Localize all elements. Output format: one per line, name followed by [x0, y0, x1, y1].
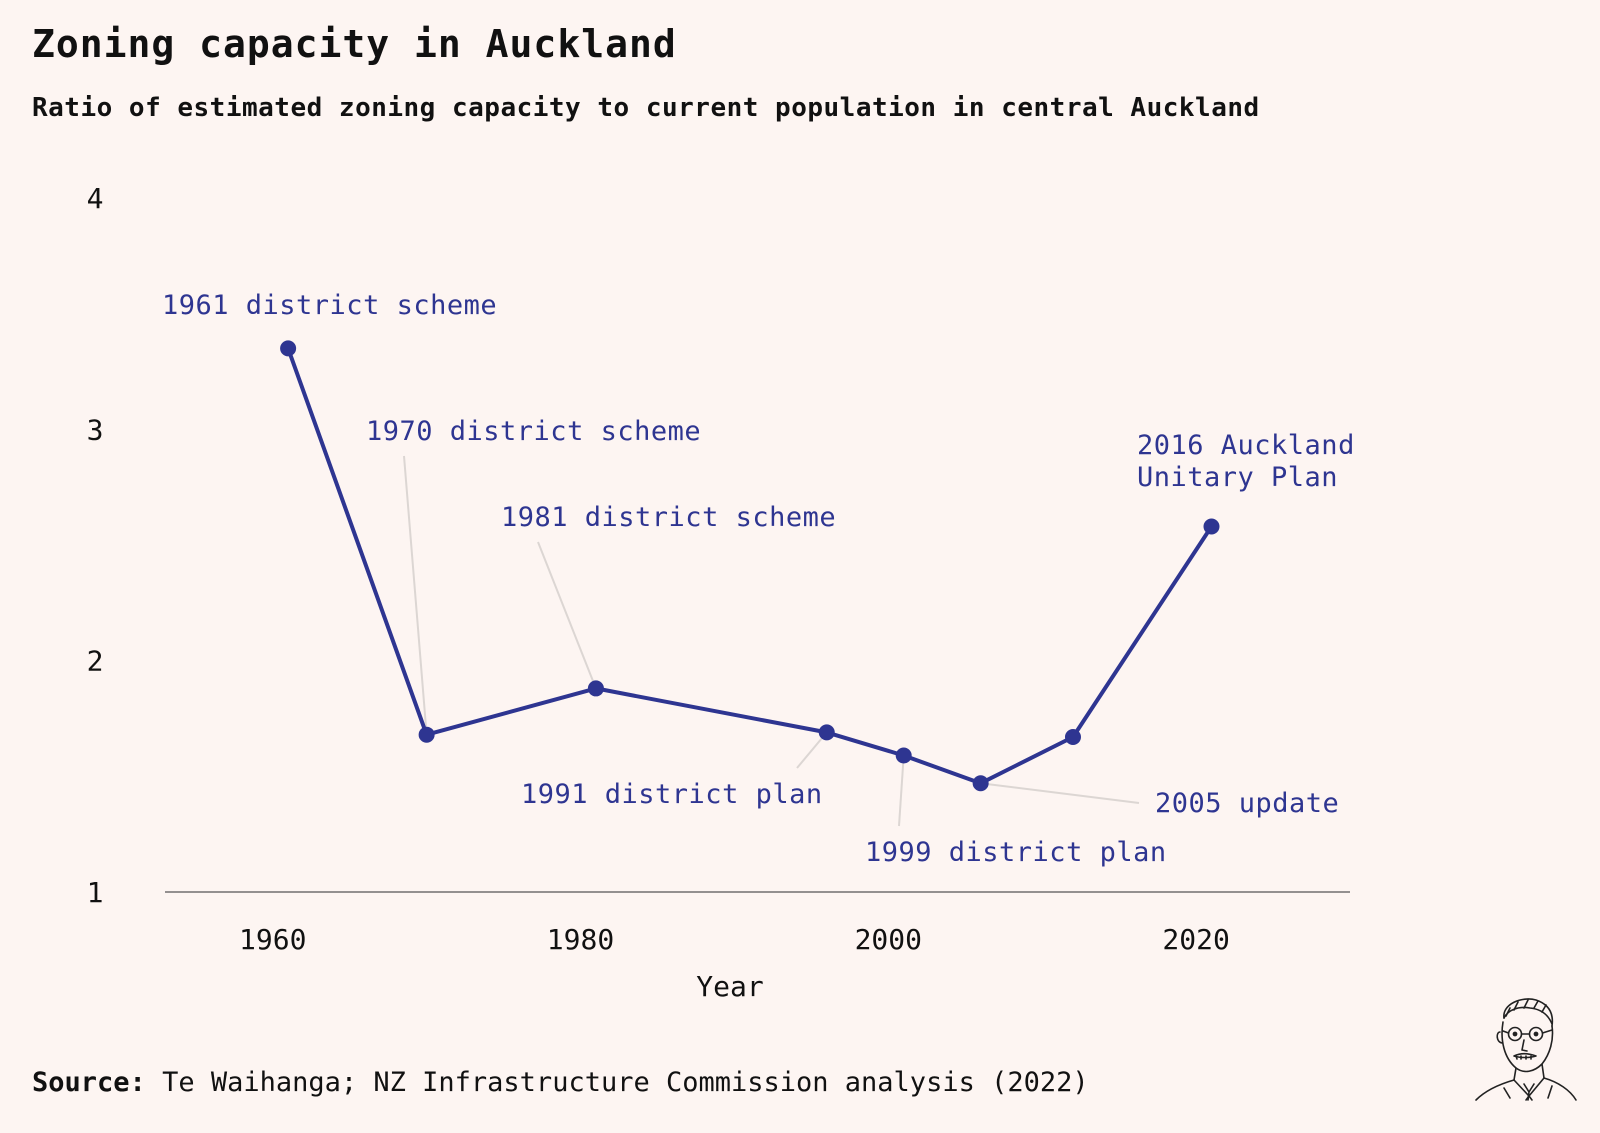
data-label: Unitary Plan — [1137, 462, 1338, 493]
data-label: 1970 district scheme — [366, 416, 701, 447]
source-note: Source: Te Waihanga; NZ Infrastructure C… — [32, 1067, 1089, 1098]
data-label: 1999 district plan — [865, 837, 1167, 868]
data-point — [1203, 518, 1220, 535]
data-label: 2005 update — [1155, 788, 1339, 819]
x-tick-label: 1960 — [239, 923, 306, 956]
data-point — [280, 340, 297, 357]
data-label: 1961 district scheme — [162, 290, 497, 321]
data-point — [587, 680, 604, 697]
chart-subtitle: Ratio of estimated zoning capacity to cu… — [32, 93, 1260, 123]
data-label: 1981 district scheme — [501, 502, 836, 533]
x-axis-title: Year — [696, 970, 763, 1003]
x-tick-label: 1980 — [547, 923, 614, 956]
data-point — [818, 724, 835, 741]
data-point — [972, 775, 989, 792]
x-tick-label: 2020 — [1162, 923, 1229, 956]
x-tick-label: 2000 — [855, 923, 922, 956]
author-portrait-icon — [1475, 998, 1577, 1101]
data-point — [895, 747, 912, 764]
y-tick-label: 3 — [87, 413, 104, 446]
data-label: 2016 Auckland — [1137, 430, 1355, 461]
source-label: Source: — [32, 1067, 146, 1098]
leader-line — [537, 541, 597, 689]
data-point — [1064, 729, 1081, 746]
series-line — [286, 346, 1214, 786]
source-text: Te Waihanga; NZ Infrastructure Commissio… — [162, 1067, 1089, 1098]
leader-line — [898, 755, 905, 827]
chart-title: Zoning capacity in Auckland — [32, 22, 677, 66]
leader-line — [403, 455, 428, 735]
y-tick-label: 1 — [87, 876, 104, 909]
leader-line — [980, 782, 1140, 804]
data-label: 1991 district plan — [521, 779, 823, 810]
y-tick-label: 4 — [87, 182, 104, 215]
y-tick-label: 2 — [87, 645, 104, 678]
data-point — [418, 726, 435, 743]
